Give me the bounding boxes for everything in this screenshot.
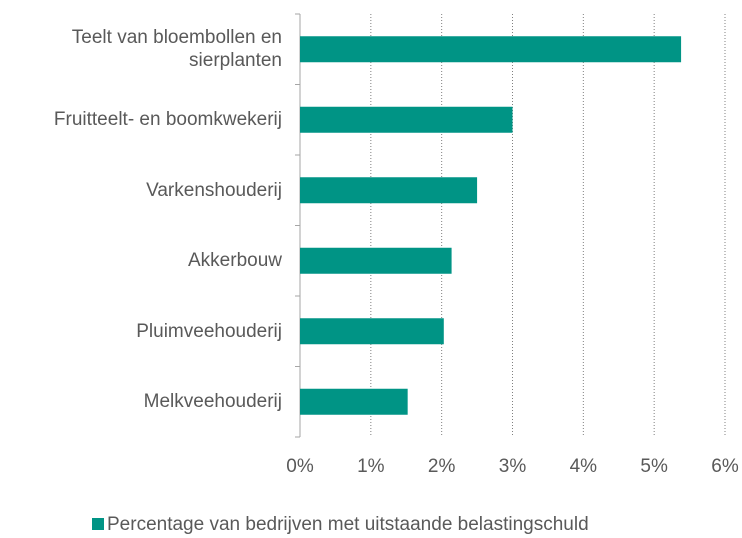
bar xyxy=(300,388,408,415)
x-tick-label: 2% xyxy=(428,456,456,477)
y-tick-label: Fruitteelt- en boomkwekerij xyxy=(53,109,282,131)
y-tick-label: Varkenshouderij xyxy=(146,179,282,201)
bar xyxy=(300,247,452,274)
x-tick-label: 6% xyxy=(711,456,739,477)
x-tick-label: 5% xyxy=(640,456,668,477)
x-tick-label: 4% xyxy=(570,456,598,477)
x-tick-label: 3% xyxy=(499,456,527,477)
bar xyxy=(300,177,478,204)
y-tick-label: Akkerbouw xyxy=(188,250,282,272)
bar xyxy=(300,318,444,345)
y-tick-label: Teelt van bloembollen en sierplanten xyxy=(71,27,282,72)
legend-marker xyxy=(92,518,104,530)
y-tick-label: Pluimveehouderij xyxy=(136,320,282,342)
x-tick-label: 1% xyxy=(357,456,385,477)
bar xyxy=(300,106,513,133)
x-tick-label: 0% xyxy=(286,456,314,477)
bar xyxy=(300,36,682,63)
legend-label: Percentage van bedrijven met uitstaande … xyxy=(107,514,589,535)
y-tick-label: Melkveehouderij xyxy=(143,391,282,413)
